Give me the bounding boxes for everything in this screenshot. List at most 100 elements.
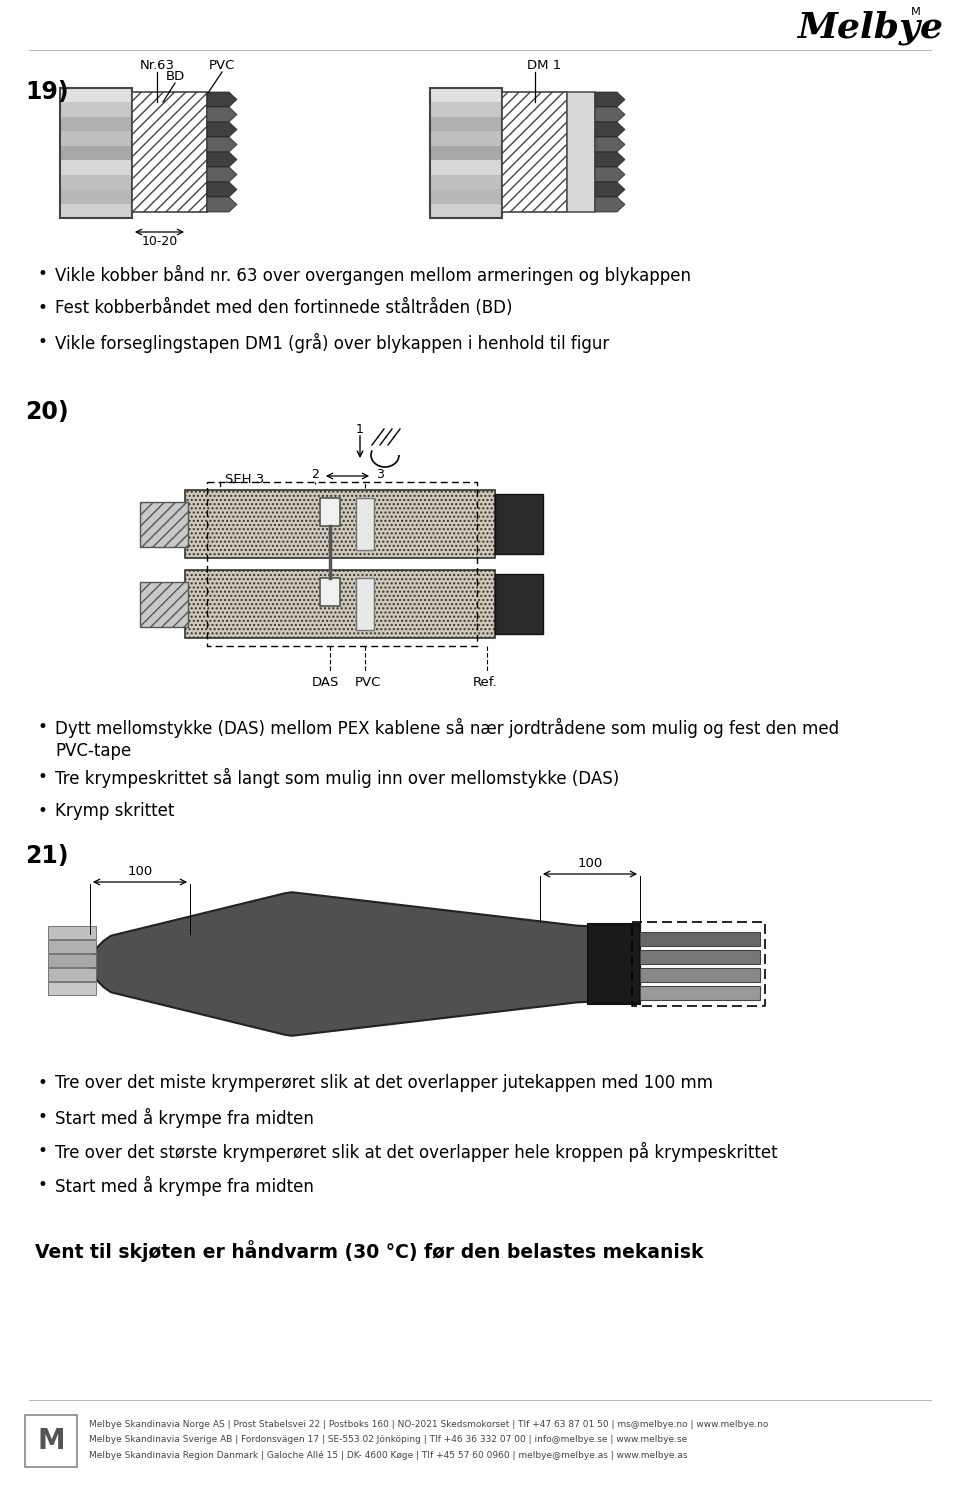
Bar (140, 501, 188, 546)
Bar (60, 161, 132, 174)
Bar (502, 92, 567, 212)
Text: PVC: PVC (355, 675, 381, 689)
Text: Tre over det største krymperøret slik at det overlapper hele kroppen på krympesk: Tre over det største krymperøret slik at… (55, 1142, 778, 1163)
Bar (430, 102, 502, 117)
Bar (567, 92, 595, 212)
Text: •: • (37, 1074, 47, 1092)
Bar (640, 969, 760, 982)
Text: Tre krympeskrittet så langt som mulig inn over mellomstykke (DAS): Tre krympeskrittet så langt som mulig in… (55, 769, 619, 788)
Text: •: • (37, 1176, 47, 1194)
Text: 100: 100 (577, 857, 603, 869)
Bar (320, 578, 340, 606)
Bar (132, 92, 207, 212)
Text: SEH 3: SEH 3 (225, 472, 264, 486)
Polygon shape (207, 197, 237, 212)
Text: •: • (37, 1108, 47, 1126)
Text: Start med å krympe fra midten: Start med å krympe fra midten (55, 1176, 314, 1196)
Bar (60, 131, 132, 146)
Text: •: • (37, 717, 47, 735)
Text: •: • (37, 802, 47, 820)
Text: Vikle kobber bånd nr. 63 over overgangen mellom armeringen og blykappen: Vikle kobber bånd nr. 63 over overgangen… (55, 265, 691, 286)
Text: Vikle forseglingstapen DM1 (grå) over blykappen i henhold til figur: Vikle forseglingstapen DM1 (grå) over bl… (55, 332, 610, 353)
Bar (588, 923, 640, 1005)
Polygon shape (595, 167, 625, 182)
Polygon shape (595, 182, 625, 197)
Bar (140, 582, 188, 627)
Text: 100: 100 (128, 865, 153, 878)
Text: Fest kobberbåndet med den fortinnede ståltråden (BD): Fest kobberbåndet med den fortinnede stå… (55, 299, 513, 317)
Polygon shape (595, 107, 625, 122)
Bar (60, 102, 132, 117)
Bar (430, 89, 502, 218)
Bar (356, 498, 374, 550)
Text: 19): 19) (25, 80, 68, 104)
Bar (495, 575, 543, 635)
Text: Ref.: Ref. (473, 675, 497, 689)
Bar (60, 146, 132, 161)
Bar (430, 190, 502, 203)
Polygon shape (595, 122, 625, 137)
Text: Krymp skrittet: Krymp skrittet (55, 802, 175, 820)
Bar (430, 161, 502, 174)
Text: •: • (37, 299, 47, 317)
Text: Melbye Skandinavia Norge AS | Prost Stabelsvei 22 | Postboks 160 | NO-2021 Skeds: Melbye Skandinavia Norge AS | Prost Stab… (89, 1420, 768, 1429)
Text: DM 1: DM 1 (527, 59, 562, 72)
Bar (60, 190, 132, 203)
Text: Dytt mellomstykke (DAS) mellom PEX kablene så nær jordtrådene som mulig og fest : Dytt mellomstykke (DAS) mellom PEX kable… (55, 717, 839, 738)
Text: Tre over det miste krymperøret slik at det overlapper jutekappen med 100 mm: Tre over det miste krymperøret slik at d… (55, 1074, 713, 1092)
Bar (185, 490, 495, 558)
Polygon shape (595, 152, 625, 167)
Bar (640, 932, 760, 946)
Text: M: M (37, 1427, 65, 1454)
Bar (185, 570, 495, 638)
Polygon shape (90, 892, 640, 1036)
Bar (430, 174, 502, 190)
Text: DAS: DAS (312, 675, 340, 689)
Bar (60, 117, 132, 131)
Bar (48, 926, 96, 938)
Polygon shape (207, 122, 237, 137)
Bar (430, 146, 502, 161)
Text: PVC: PVC (209, 59, 235, 72)
Text: Nr.63: Nr.63 (139, 59, 175, 72)
Bar (430, 203, 502, 218)
Bar (25, 1415, 77, 1466)
Polygon shape (595, 197, 625, 212)
Text: •: • (37, 265, 47, 283)
Bar (60, 89, 132, 218)
Polygon shape (595, 92, 625, 107)
Bar (430, 117, 502, 131)
Bar (60, 203, 132, 218)
Text: Melbye Skandinavia Region Danmark | Galoche Allé 15 | DK- 4600 Køge | Tlf +45 57: Melbye Skandinavia Region Danmark | Galo… (89, 1450, 687, 1459)
Polygon shape (207, 152, 237, 167)
Text: Melbye Skandinavia Sverige AB | Fordonsvägen 17 | SE-553 02 Jönköping | Tlf +46 : Melbye Skandinavia Sverige AB | Fordonsv… (89, 1435, 687, 1444)
Bar (48, 940, 96, 954)
Bar (640, 987, 760, 1000)
Bar (356, 578, 374, 630)
Polygon shape (595, 137, 625, 152)
Text: Start med å krympe fra midten: Start med å krympe fra midten (55, 1108, 314, 1128)
Text: •: • (37, 769, 47, 787)
Text: Vent til skjøten er håndvarm (30 °C) før den belastes mekanisk: Vent til skjøten er håndvarm (30 °C) før… (35, 1239, 704, 1262)
Bar (60, 89, 132, 102)
Polygon shape (207, 92, 237, 107)
Text: PVC-tape: PVC-tape (55, 741, 132, 760)
Text: 1: 1 (356, 423, 364, 436)
Text: ᴹ: ᴹ (911, 8, 921, 26)
Text: •: • (37, 332, 47, 350)
Text: •: • (37, 1142, 47, 1160)
Polygon shape (207, 182, 237, 197)
Bar (495, 493, 543, 553)
Text: 20): 20) (25, 400, 68, 424)
Text: 3: 3 (376, 468, 384, 481)
Bar (60, 174, 132, 190)
Text: 10-20: 10-20 (141, 235, 178, 248)
Bar (48, 969, 96, 981)
Polygon shape (207, 107, 237, 122)
Text: BD: BD (165, 71, 184, 83)
Text: 21): 21) (25, 844, 68, 868)
Text: 2: 2 (311, 468, 319, 481)
Bar (430, 131, 502, 146)
Bar (48, 954, 96, 967)
Polygon shape (207, 167, 237, 182)
